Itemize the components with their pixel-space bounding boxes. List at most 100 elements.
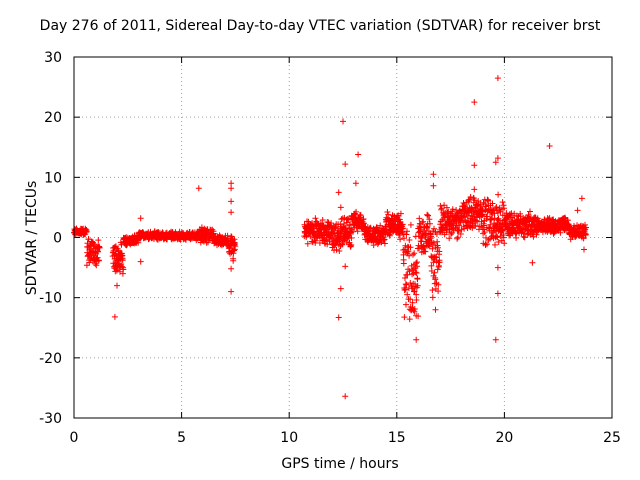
data-point — [402, 281, 409, 288]
data-point — [494, 264, 501, 271]
data-point — [307, 233, 314, 240]
data-point — [494, 155, 501, 162]
data-point — [403, 231, 410, 238]
data-point — [231, 247, 237, 254]
data-point — [431, 269, 438, 276]
data-point — [412, 269, 419, 276]
data-point — [471, 99, 478, 106]
data-point — [384, 209, 391, 215]
data-point — [228, 288, 235, 295]
data-point — [401, 314, 408, 321]
x-tick-label: 5 — [177, 430, 186, 446]
data-point — [484, 213, 491, 220]
data-point — [495, 239, 502, 245]
data-point — [512, 228, 519, 235]
data-point — [471, 162, 478, 169]
data-point — [436, 259, 443, 266]
data-point — [494, 210, 501, 216]
data-point — [344, 215, 351, 222]
data-point — [533, 231, 540, 238]
data-point — [432, 276, 439, 283]
data-point — [578, 195, 585, 202]
data-point — [228, 265, 235, 272]
data-point — [400, 230, 407, 237]
data-point — [446, 235, 453, 242]
data-point — [501, 240, 508, 247]
data-point — [513, 234, 520, 241]
data-point — [435, 262, 442, 269]
data-point — [520, 233, 527, 240]
data-point — [429, 287, 436, 294]
data-point — [406, 237, 413, 243]
data-point — [411, 261, 417, 268]
data-point — [583, 224, 589, 231]
data-point — [429, 294, 436, 301]
data-points — [71, 75, 589, 400]
data-point — [111, 313, 118, 320]
data-point — [430, 182, 437, 189]
data-point — [436, 248, 443, 255]
data-point — [530, 233, 537, 240]
data-point — [422, 248, 429, 255]
data-point — [335, 314, 342, 321]
data-point — [137, 258, 144, 265]
y-tick-label: -30 — [39, 411, 62, 427]
data-point — [416, 215, 423, 222]
data-point — [471, 186, 478, 193]
data-point — [400, 260, 407, 267]
data-point — [325, 219, 332, 226]
data-point — [455, 234, 461, 241]
data-point — [137, 215, 144, 222]
data-point — [355, 151, 362, 158]
data-point — [581, 246, 587, 253]
data-point — [342, 393, 349, 400]
data-point — [228, 185, 235, 192]
data-point — [492, 336, 499, 343]
data-point — [353, 208, 360, 215]
data-point — [399, 225, 406, 232]
data-point — [435, 281, 442, 288]
data-point — [529, 259, 536, 266]
data-point — [489, 200, 496, 207]
data-point — [488, 216, 495, 223]
y-tick-label: -20 — [39, 351, 62, 367]
y-tick-label: 20 — [44, 110, 62, 126]
data-point — [93, 262, 100, 269]
data-point — [115, 247, 122, 254]
data-point — [304, 240, 311, 247]
data-point — [430, 171, 437, 178]
data-point — [420, 218, 427, 225]
data-point — [527, 208, 533, 215]
x-tick-label: 10 — [280, 430, 298, 446]
data-point — [114, 282, 120, 289]
data-point — [434, 244, 441, 251]
data-point — [419, 235, 425, 242]
data-point — [500, 234, 507, 241]
data-point — [377, 222, 384, 229]
data-point — [404, 291, 411, 298]
data-point — [414, 282, 421, 289]
data-point — [135, 239, 142, 246]
data-point — [232, 243, 239, 250]
y-tick-label: 10 — [44, 170, 62, 186]
data-point — [338, 216, 345, 223]
data-point — [494, 234, 501, 241]
data-point — [582, 231, 589, 238]
x-tick-label: 0 — [70, 430, 79, 446]
data-point — [413, 291, 420, 298]
data-point — [348, 241, 355, 248]
data-point — [494, 290, 501, 297]
data-point — [326, 238, 333, 245]
data-point — [426, 216, 433, 223]
data-point — [487, 221, 494, 228]
data-point — [195, 185, 202, 192]
data-point — [414, 263, 421, 270]
tick-labels: 0 5 10 15 20 25 -30 -20 -10 0 10 20 30 — [39, 50, 621, 446]
data-point — [411, 306, 418, 312]
data-point — [407, 280, 414, 286]
data-point — [497, 233, 504, 240]
data-point — [230, 257, 237, 264]
x-axis-label: GPS time / hours — [281, 456, 399, 472]
data-point — [413, 312, 420, 319]
data-point — [499, 199, 506, 206]
